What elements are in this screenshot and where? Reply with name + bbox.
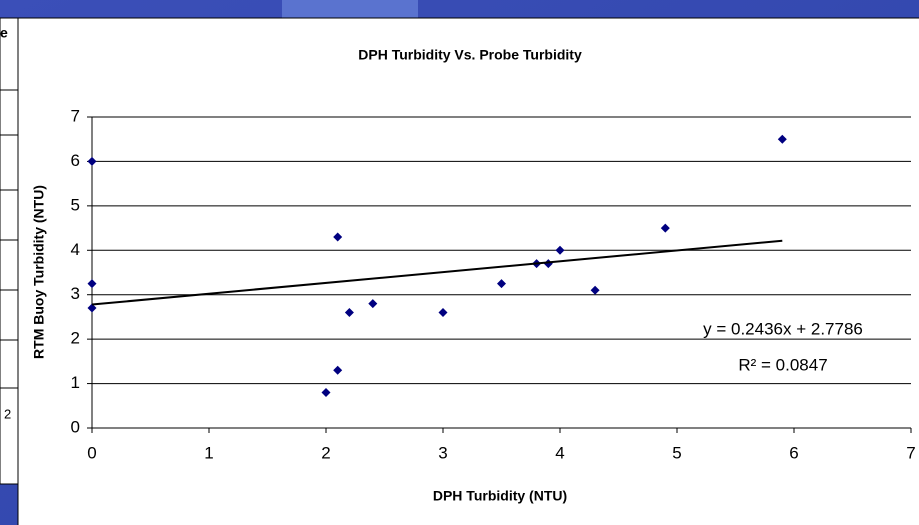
x-tick-label: 1 bbox=[204, 443, 213, 462]
trendline-equation: y = 0.2436x + 2.7786 bbox=[703, 319, 863, 338]
data-point bbox=[333, 232, 343, 242]
x-tick-label: 2 bbox=[321, 443, 330, 462]
y-tick-label: 6 bbox=[71, 151, 80, 170]
data-point bbox=[87, 279, 97, 289]
data-point bbox=[660, 223, 670, 233]
trendline-r-squared: R² = 0.0847 bbox=[738, 355, 827, 374]
x-axis-title: DPH Turbidity (NTU) bbox=[433, 488, 567, 504]
chart-title: DPH Turbidity Vs. Probe Turbidity bbox=[358, 47, 582, 63]
y-tick-label: 5 bbox=[71, 195, 80, 214]
data-point bbox=[497, 279, 506, 289]
y-tick-label: 4 bbox=[71, 240, 80, 259]
occluded-title: e bbox=[0, 25, 8, 41]
data-point bbox=[555, 245, 565, 255]
data-point bbox=[87, 156, 97, 166]
data-point bbox=[321, 387, 331, 397]
x-tick-label: 7 bbox=[906, 443, 915, 462]
y-tick-label: 3 bbox=[71, 284, 80, 303]
data-point bbox=[438, 307, 448, 317]
y-tick-label: 2 bbox=[71, 329, 80, 348]
data-point bbox=[87, 303, 97, 313]
x-tick-label: 3 bbox=[438, 443, 447, 462]
y-tick-label: 7 bbox=[71, 106, 80, 125]
data-point bbox=[590, 285, 600, 295]
x-tick-label: 4 bbox=[555, 443, 564, 462]
slide-highlight bbox=[282, 0, 418, 18]
x-tick-label: 0 bbox=[87, 443, 96, 462]
data-point bbox=[333, 365, 343, 375]
plot: 0 1 2 3 4 5 6 7 0 1 2 3 4 5 6 7 y = 0.2436x + 2.7786 R² =… bbox=[71, 106, 916, 462]
data-point bbox=[368, 299, 378, 309]
y-tick-label: 0 bbox=[71, 417, 80, 436]
y-tick-label: 1 bbox=[71, 373, 80, 392]
trendline bbox=[91, 239, 783, 306]
y-axis-title: RTM Buoy Turbidity (NTU) bbox=[31, 185, 47, 359]
data-point bbox=[344, 307, 354, 317]
occluded-tick: 2 bbox=[4, 406, 11, 421]
data-point bbox=[777, 134, 787, 144]
chart-area bbox=[17, 17, 919, 525]
x-tick-label: 5 bbox=[672, 443, 681, 462]
x-tick-label: 6 bbox=[789, 443, 798, 462]
